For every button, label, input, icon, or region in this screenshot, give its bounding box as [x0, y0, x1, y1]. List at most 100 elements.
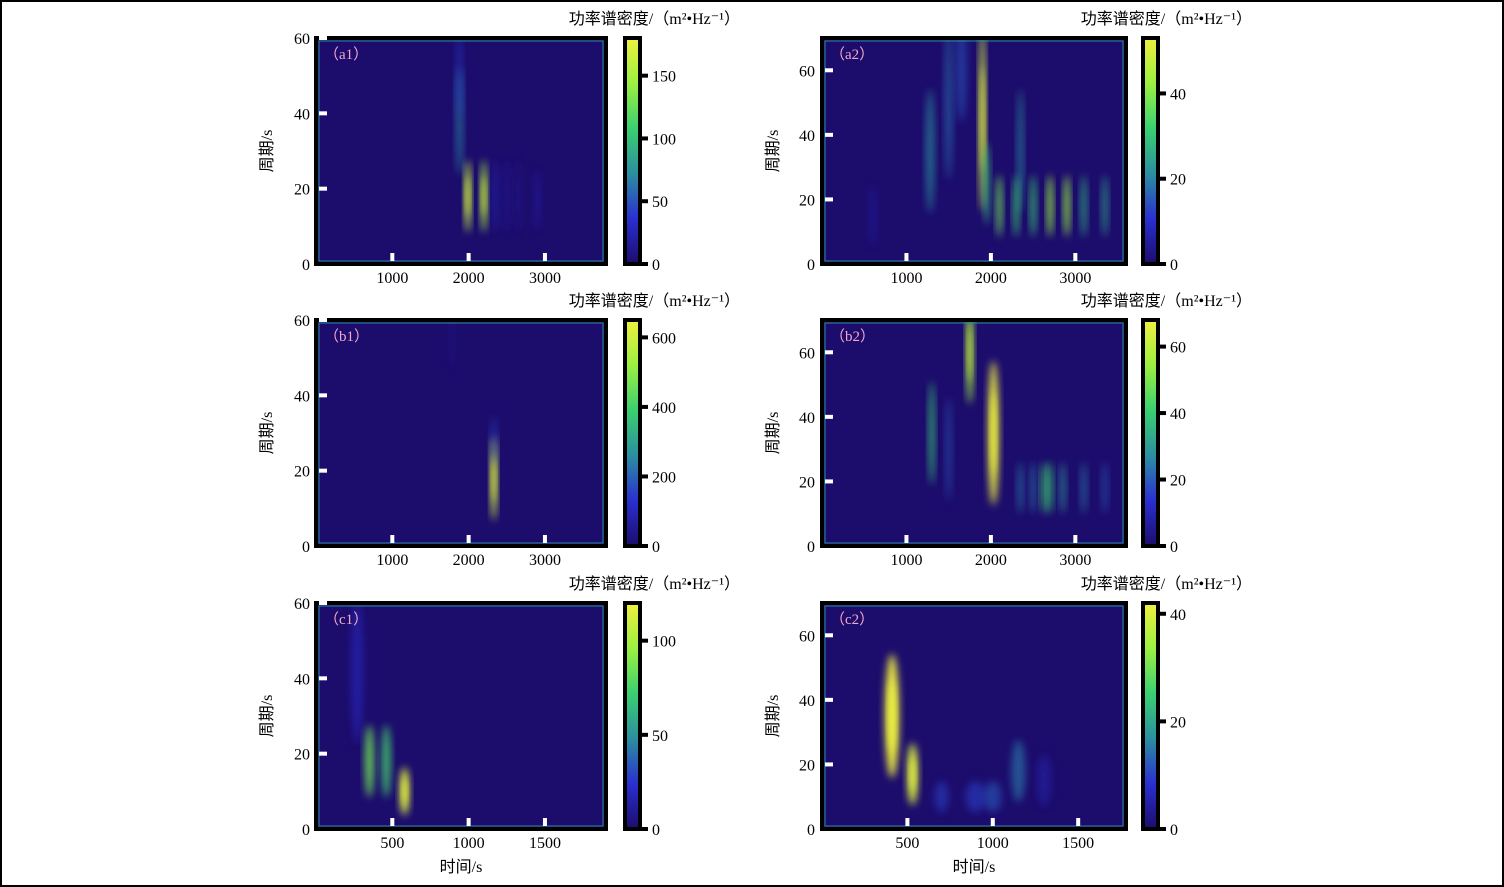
- x-tick: [390, 818, 395, 826]
- hotspot: [925, 89, 935, 213]
- hotspot: [1041, 462, 1048, 514]
- colorbar-tick: [1158, 477, 1166, 482]
- x-tick-label: 2000: [975, 270, 1007, 287]
- colorbar-tick-label: 150: [652, 69, 676, 86]
- x-tick: [988, 253, 993, 261]
- inner-border: [824, 322, 1124, 544]
- hotspot: [1059, 462, 1066, 514]
- plot-background: [822, 38, 1126, 264]
- y-tick: [319, 676, 327, 681]
- hotspot: [490, 416, 497, 465]
- y-tick: [319, 468, 327, 473]
- colorbar-tick-label: 0: [652, 539, 660, 556]
- colorbar-title: 功率谱密度/（m²•Hz⁻¹）: [1081, 10, 1252, 28]
- hotspot: [1047, 462, 1053, 514]
- colorbar-tick-label: 200: [652, 469, 676, 486]
- hotspot: [503, 160, 510, 233]
- inner-border: [824, 40, 1124, 262]
- y-tick: [319, 751, 327, 756]
- y-tick-label: 0: [807, 822, 815, 839]
- y-tick-label: 60: [294, 596, 310, 613]
- colorbar-tick-label: 0: [652, 822, 660, 839]
- x-tick: [542, 818, 547, 826]
- colorbar-tick: [1158, 544, 1166, 548]
- hotspot: [945, 397, 952, 501]
- y-tick-label: 0: [302, 257, 310, 274]
- y-tick: [319, 36, 327, 40]
- hotspot: [456, 38, 463, 118]
- y-tick: [825, 479, 833, 484]
- colorbar: [1141, 318, 1160, 548]
- y-tick: [825, 68, 833, 73]
- colorbar-tick: [1158, 344, 1166, 349]
- hotspot-peak: [990, 392, 996, 474]
- y-tick-label: 20: [294, 464, 310, 481]
- panel-a1: （a1） 1000 2000 3000 0 20 40 60 周期/s 0 50 100 150 功率谱密…: [258, 10, 740, 287]
- hotspot: [492, 160, 499, 233]
- hotspot: [515, 160, 522, 233]
- colorbar-tick-label: 100: [652, 131, 676, 148]
- y-tick: [319, 601, 327, 605]
- colorbar-tick: [1158, 91, 1166, 96]
- hotspot: [1101, 462, 1108, 514]
- colorbar-title: 功率谱密度/（m²•Hz⁻¹）: [1081, 575, 1252, 593]
- y-tick-label: 40: [294, 106, 310, 123]
- panel-label: （b2）: [830, 328, 875, 345]
- colorbar-title: 功率谱密度/（m²•Hz⁻¹）: [1081, 292, 1252, 310]
- plot-background: [316, 603, 606, 829]
- panel-label: （a1）: [324, 46, 368, 63]
- colorbar-tick-label: 20: [1170, 172, 1186, 189]
- x-tick: [1073, 253, 1078, 261]
- y-tick-label: 40: [294, 671, 310, 688]
- x-tick-label: 1000: [890, 270, 922, 287]
- x-tick-label: 1500: [529, 835, 561, 852]
- x-tick-label: 3000: [1059, 270, 1091, 287]
- plot-frame: [314, 318, 608, 548]
- colorbar-tick: [1158, 827, 1166, 831]
- hotspot-peak: [481, 175, 486, 217]
- colorbar-title: 功率谱密度/（m²•Hz⁻¹）: [569, 292, 740, 310]
- y-tick-label: 60: [294, 31, 310, 48]
- x-tick-label: 2000: [453, 270, 485, 287]
- hotspot: [381, 725, 391, 798]
- plot-background: [316, 320, 606, 546]
- hotspot-peak: [465, 175, 470, 217]
- colorbar-tick: [1158, 262, 1166, 266]
- panel-c2: （c2） 500 1000 1500 0 20 40 60 周期/s 0 20 40 功率谱密度/（m²…: [764, 575, 1252, 876]
- colorbar-tick-label: 40: [1170, 406, 1186, 423]
- x-tick: [390, 253, 395, 261]
- plot-frame: [314, 36, 608, 266]
- x-tick-label: 3000: [1059, 552, 1091, 569]
- colorbar-tick: [640, 199, 648, 204]
- colorbar-tick-label: 0: [1170, 257, 1178, 274]
- colorbar-tick: [1158, 411, 1166, 416]
- y-tick: [319, 393, 327, 398]
- hotspot: [928, 381, 935, 485]
- plot-background: [822, 320, 1126, 546]
- y-tick-label: 20: [799, 474, 815, 491]
- x-tick-label: 500: [895, 835, 919, 852]
- colorbar-tick-label: 60: [1170, 340, 1186, 357]
- colorbar-title: 功率谱密度/（m²•Hz⁻¹）: [569, 575, 740, 593]
- x-tick-label: 500: [380, 835, 404, 852]
- y-tick-label: 60: [799, 63, 815, 80]
- y-tick: [825, 414, 833, 419]
- y-tick-label: 0: [302, 539, 310, 556]
- inner-border: [318, 605, 604, 827]
- colorbar-tick: [640, 474, 648, 479]
- x-tick-label: 1000: [977, 835, 1009, 852]
- hotspot: [1011, 739, 1026, 802]
- hotspot: [448, 320, 455, 369]
- y-axis-label: 周期/s: [258, 130, 276, 173]
- panel-b1: （b1） 1000 2000 3000 0 20 40 60 周期/s 0 200 400 600 功率谱…: [258, 292, 740, 569]
- hotspot: [984, 781, 1002, 813]
- y-tick-label: 40: [799, 410, 815, 427]
- x-tick: [466, 535, 471, 543]
- colorbar-tick: [640, 732, 648, 737]
- colorbar-tick-label: 0: [652, 257, 660, 274]
- panel-a2: （a2） 1000 2000 3000 0 20 40 60 周期/s 0 20 40 功率谱密度/（m…: [764, 10, 1252, 287]
- y-tick-label: 20: [799, 757, 815, 774]
- x-tick-label: 3000: [529, 552, 561, 569]
- hotspot: [534, 169, 541, 231]
